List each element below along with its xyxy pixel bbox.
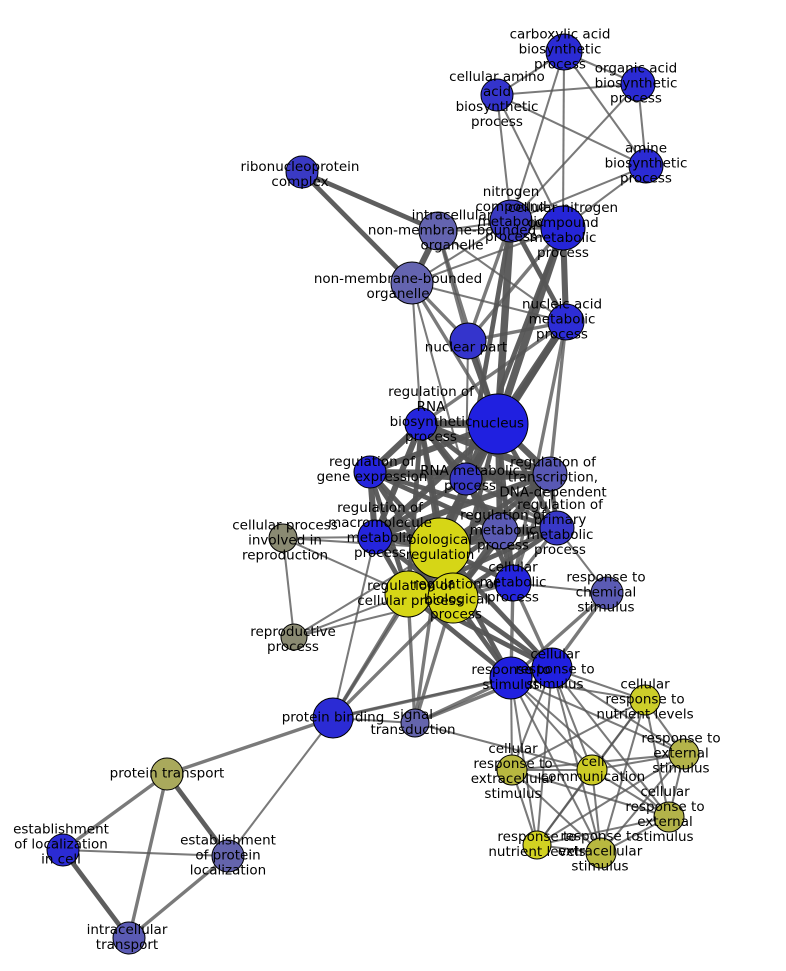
graph-node[interactable]: [620, 66, 656, 102]
graph-node[interactable]: [285, 155, 319, 189]
edge: [563, 51, 647, 167]
edge: [510, 677, 670, 818]
graph-node[interactable]: [480, 78, 514, 112]
edge: [127, 773, 169, 939]
edge: [496, 94, 647, 167]
graph-node[interactable]: [46, 833, 80, 867]
edge: [510, 165, 647, 222]
edge: [411, 282, 567, 323]
graph-node[interactable]: [545, 33, 583, 71]
graph-node[interactable]: [668, 738, 700, 770]
edge: [548, 321, 568, 475]
edge: [511, 699, 646, 771]
edge: [536, 769, 593, 846]
graph-node[interactable]: [150, 757, 184, 791]
graph-node[interactable]: [539, 510, 575, 546]
edge: [369, 469, 558, 531]
graph-node[interactable]: [496, 754, 528, 786]
edge: [600, 699, 646, 854]
edge: [414, 722, 593, 771]
graph-node[interactable]: [467, 393, 529, 455]
graph-node[interactable]: [409, 517, 471, 579]
edge: [61, 848, 131, 940]
graph-node[interactable]: [576, 754, 608, 786]
edge: [511, 769, 670, 818]
graph-node[interactable]: [653, 801, 685, 833]
graph-node[interactable]: [427, 572, 479, 624]
graph-node[interactable]: [590, 576, 624, 610]
graph-node[interactable]: [489, 199, 533, 243]
graph-node[interactable]: [540, 205, 586, 251]
graph-node[interactable]: [280, 623, 308, 651]
edge: [551, 667, 602, 854]
edge: [301, 169, 439, 234]
edge: [551, 667, 685, 755]
edge: [510, 677, 685, 755]
edge: [332, 536, 376, 719]
edge: [600, 753, 685, 854]
edge: [127, 854, 230, 940]
graph-node[interactable]: [268, 523, 298, 553]
edge-group: [61, 51, 685, 940]
graph-node[interactable]: [390, 261, 434, 305]
graph-node[interactable]: [547, 303, 585, 341]
graph-node[interactable]: [494, 564, 532, 602]
edge: [437, 230, 567, 323]
edge: [561, 51, 566, 229]
edge: [511, 769, 602, 854]
edge: [331, 593, 410, 719]
graph-node[interactable]: [400, 708, 430, 738]
edge: [331, 596, 455, 720]
edge: [165, 772, 230, 858]
edge: [410, 282, 423, 425]
edge: [496, 94, 564, 229]
edge: [551, 667, 670, 818]
graph-node[interactable]: [489, 656, 533, 700]
edge: [227, 717, 334, 857]
edge: [166, 716, 334, 776]
edge: [466, 226, 565, 343]
graph-node[interactable]: [211, 839, 245, 873]
edge: [496, 82, 639, 97]
edge: [420, 320, 567, 426]
node-group: [46, 33, 700, 955]
graph-node[interactable]: [629, 684, 661, 716]
graph-node[interactable]: [481, 512, 519, 550]
graph-node[interactable]: [522, 830, 552, 860]
graph-node[interactable]: [353, 455, 387, 489]
edge: [281, 537, 296, 638]
edge: [536, 815, 670, 847]
edge: [373, 476, 468, 540]
graph-node[interactable]: [585, 837, 617, 869]
edge: [62, 848, 229, 858]
edge: [510, 51, 565, 222]
edge: [510, 676, 646, 702]
graph-node[interactable]: [531, 647, 573, 689]
graph-node[interactable]: [449, 322, 487, 360]
graph-node[interactable]: [418, 211, 458, 251]
graph-node[interactable]: [449, 462, 483, 496]
edge: [411, 282, 467, 480]
edge: [511, 321, 568, 584]
graph-node[interactable]: [312, 697, 354, 739]
edge: [300, 170, 414, 285]
graph-node[interactable]: [628, 148, 664, 184]
edge: [510, 83, 639, 222]
graph-node[interactable]: [357, 519, 393, 555]
edge: [61, 772, 169, 852]
graph-node[interactable]: [112, 921, 146, 955]
graph-node[interactable]: [532, 456, 568, 492]
graph-node[interactable]: [404, 407, 438, 441]
edge: [411, 227, 564, 284]
edge: [591, 752, 685, 772]
graph-node[interactable]: [384, 570, 432, 618]
